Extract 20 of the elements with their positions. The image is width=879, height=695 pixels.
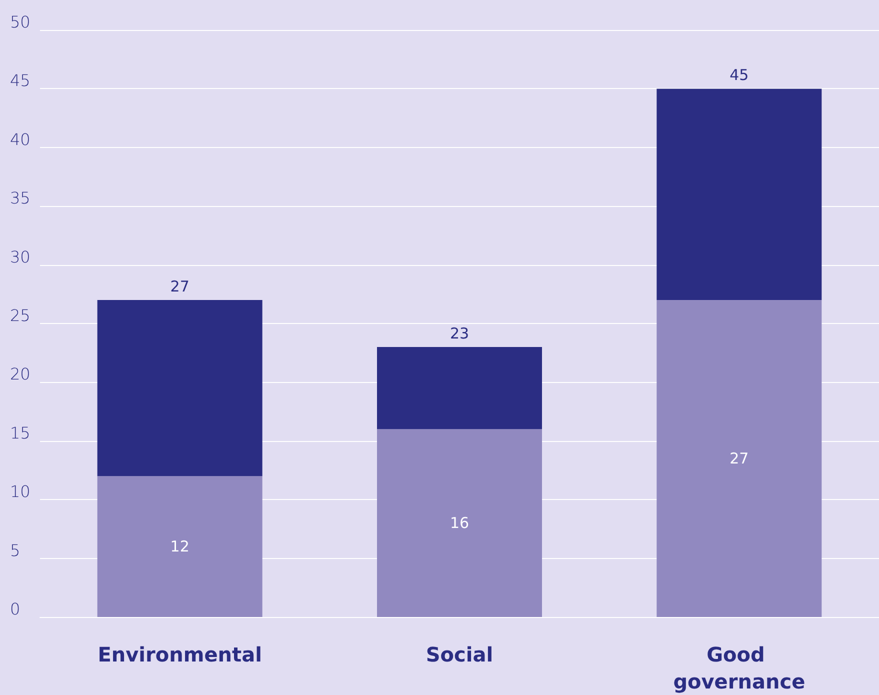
y-tick-label: 15 [10, 423, 30, 442]
data-label: 16 [450, 514, 470, 532]
data-label: 12 [170, 538, 190, 556]
x-tick-label: Good governance [673, 642, 806, 694]
data-label: 27 [730, 450, 749, 468]
total-label: 45 [730, 66, 749, 84]
y-tick-label: 30 [10, 247, 30, 266]
total-label: 27 [170, 278, 190, 296]
y-tick-label: 0 [10, 600, 20, 618]
y-tick-label: 10 [10, 482, 30, 502]
total-label: 23 [450, 324, 470, 342]
y-tick-label: 5 [10, 540, 20, 560]
y-tick-label: 45 [10, 71, 30, 90]
x-tick-label: Social [426, 642, 494, 666]
y-tick-label: 50 [10, 12, 30, 32]
y-tick-label: 25 [10, 306, 30, 325]
x-tick-label: Environmental [98, 642, 262, 666]
y-tick-label: 20 [10, 364, 30, 384]
y-tick-label: 40 [10, 130, 30, 149]
y-tick-label: 35 [10, 188, 30, 208]
